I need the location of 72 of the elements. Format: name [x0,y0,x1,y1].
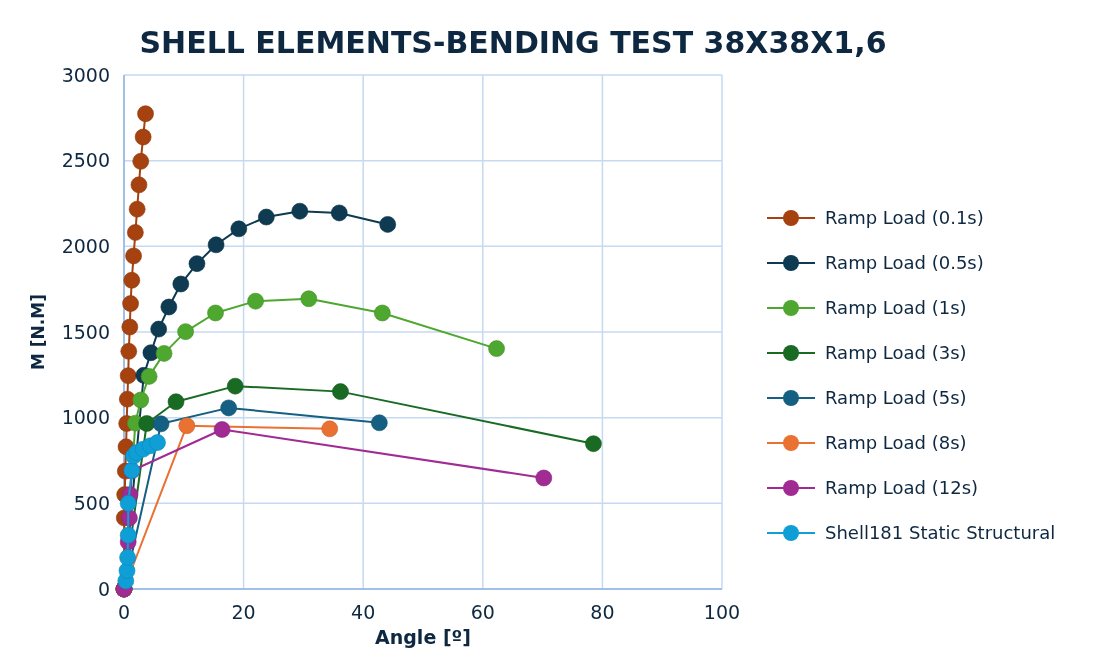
point [178,417,196,434]
point [488,340,505,357]
x-tick-label: 20 [231,601,256,623]
legend-label: Ramp Load (1s) [825,297,967,319]
point [119,367,137,384]
point [155,345,173,362]
x-tick-label: 40 [351,601,376,623]
legend-label: Ramp Load (3s) [825,342,967,364]
point [128,200,146,218]
point [330,204,348,222]
legend-label: Ramp Load (0.5s) [825,252,984,274]
legend-label: Ramp Load (5s) [825,387,967,409]
x-tick-label: 0 [117,601,131,623]
point [132,391,150,409]
point [188,255,206,272]
point [150,320,167,338]
point [149,434,166,451]
y-tick-label: 2000 [61,234,110,257]
point [371,414,388,432]
y-tick-label: 2500 [61,149,110,172]
x-tick-label: 60 [470,601,495,623]
legend-label: Ramp Load (8s) [825,432,967,454]
x-tick-label: 80 [590,601,615,623]
point [119,390,136,408]
point [177,323,194,340]
point [226,377,244,395]
point [247,292,264,310]
point [119,526,137,544]
point [167,393,185,411]
point [207,236,225,254]
chart-title: SHELL ELEMENTS-BENDING TEST 38X38X1,6 [139,25,887,60]
point [123,271,141,289]
y-axis-title: M [N.M] [28,294,48,370]
point [138,415,156,432]
point [137,105,154,123]
x-axis-title: Angle [º] [375,626,471,648]
point [321,420,339,438]
y-tick-label: 1500 [61,320,110,343]
point [379,216,397,233]
point [121,318,139,336]
point [172,275,190,293]
point [127,224,144,241]
y-tick-label: 1000 [61,406,110,429]
point [160,298,178,316]
point [220,399,237,417]
point [119,549,136,566]
point [300,290,318,308]
point [258,208,275,226]
point [140,368,158,385]
point [332,383,349,400]
y-tick-label: 3000 [61,63,110,86]
legend-label: Ramp Load (0.1s) [825,207,984,229]
point [119,495,137,512]
point [374,304,391,322]
point [134,128,152,146]
point [152,415,170,433]
point [230,220,248,238]
y-tick-label: 0 [97,577,110,600]
legend-label: Shell181 Static Structural [825,522,1056,544]
point [125,247,142,265]
x-tick-label: 100 [703,601,741,623]
point [585,435,602,452]
y-tick-label: 500 [73,491,110,514]
point [122,295,139,312]
legend-label: Ramp Load (12s) [825,477,979,499]
point [120,343,138,360]
point [535,469,553,487]
point [132,153,150,170]
point [213,421,231,438]
point [207,304,224,322]
point [291,202,309,220]
point [130,176,148,194]
